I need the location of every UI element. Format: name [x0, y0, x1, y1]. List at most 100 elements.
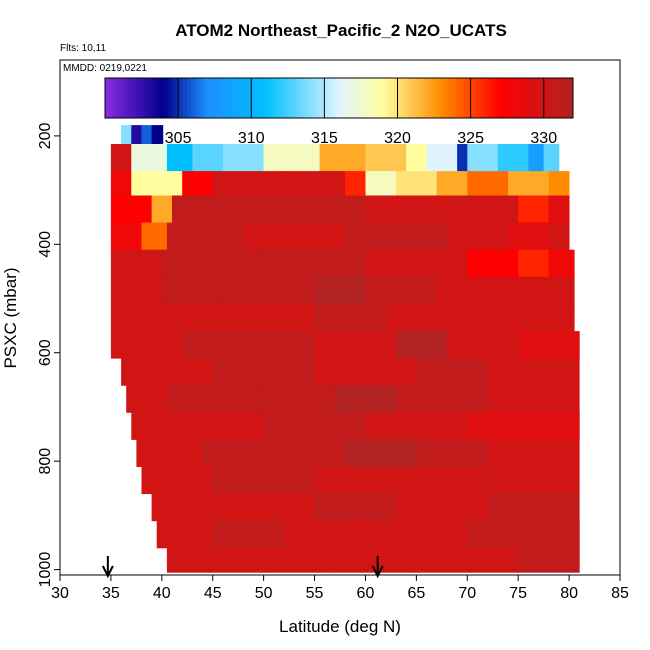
- heat-cell-14-0: [151, 493, 224, 522]
- colorbar-swatch: [463, 78, 469, 118]
- colorbar-swatch: [206, 78, 211, 118]
- heat-cell-14-3: [396, 493, 488, 522]
- heat-cell-2-6: [365, 171, 397, 196]
- heat-cell-7-3: [385, 303, 468, 332]
- heat-cell-9-2: [314, 358, 417, 386]
- y-tick-label: 600: [37, 339, 54, 366]
- heat-cell-2-7: [396, 171, 438, 196]
- colorbar-swatch: [108, 78, 114, 118]
- heat-cell-12-3: [345, 439, 417, 467]
- x-tick-label: 40: [153, 585, 171, 602]
- colorbar-swatch: [522, 78, 527, 118]
- colorbar-swatch: [128, 78, 133, 118]
- colorbar-swatch: [432, 78, 437, 118]
- colorbar-swatch: [526, 78, 531, 118]
- heat-cell-1-13: [528, 144, 545, 172]
- colorbar-swatch: [444, 78, 449, 118]
- colorbar-swatch: [417, 78, 422, 118]
- heat-cell-1-2: [166, 144, 193, 172]
- heat-cell-12-2: [284, 439, 346, 467]
- x-tick-label: 55: [306, 585, 324, 602]
- y-tick-label: 200: [37, 122, 54, 149]
- colorbar-swatch: [350, 78, 356, 118]
- colorbar-swatch: [440, 78, 445, 118]
- heat-cell-4-4: [345, 222, 448, 251]
- colorbar-swatch: [409, 78, 414, 118]
- colorbar-swatch: [179, 78, 184, 118]
- heat-cell-0-0: [121, 125, 132, 145]
- colorbar-swatch: [530, 78, 535, 118]
- heat-cell-3-1: [151, 195, 173, 223]
- colorbar-swatch: [331, 78, 336, 118]
- heat-cell-9-1: [212, 358, 315, 386]
- colorbar-swatch: [436, 78, 441, 118]
- x-tick-label: 75: [509, 585, 527, 602]
- heat-cell-10-4: [396, 385, 488, 413]
- x-tick-label: 35: [102, 585, 120, 602]
- heat-cell-1-9: [426, 144, 458, 172]
- colorbar-tick-label: 330: [530, 130, 557, 147]
- heat-cell-10-1: [166, 385, 264, 413]
- flights-label: Flts: 10,11: [60, 43, 106, 54]
- heat-cell-13-1: [212, 466, 315, 495]
- colorbar-swatch: [479, 78, 484, 118]
- colorbar-swatch: [276, 78, 281, 118]
- colorbar-swatch: [510, 78, 515, 118]
- heat-cell-0-1: [131, 125, 142, 145]
- colorbar-swatch: [253, 78, 258, 118]
- colorbar-swatch: [381, 78, 387, 118]
- heatmap-cells: [110, 125, 580, 573]
- x-axis-label: Latitude (deg N): [279, 617, 401, 636]
- colorbar-swatch: [428, 78, 434, 118]
- heat-cell-2-1: [131, 171, 183, 196]
- colorbar-swatch: [311, 78, 317, 118]
- heat-cell-6-1: [161, 276, 224, 305]
- colorbar-swatch: [183, 78, 188, 118]
- heat-cell-11-0: [131, 412, 173, 440]
- colorbar-swatch: [171, 78, 176, 118]
- heat-cell-16-4: [518, 547, 580, 573]
- heat-cell-1-12: [497, 144, 529, 172]
- colorbar-swatch: [534, 78, 539, 118]
- heat-cell-4-3: [243, 222, 346, 251]
- flight-arrow-head: [101, 565, 114, 579]
- colorbar-swatch: [452, 78, 457, 118]
- colorbar-swatch: [366, 78, 371, 118]
- heat-cell-8-5: [518, 331, 580, 359]
- colorbar-swatch: [483, 78, 488, 118]
- x-tick-label: 50: [255, 585, 273, 602]
- heat-cell-3-2: [172, 195, 264, 223]
- colorbar-tick-label: 305: [165, 130, 192, 147]
- colorbar-swatch: [210, 78, 215, 118]
- heat-cell-14-4: [487, 493, 580, 522]
- heat-cell-11-4: [467, 412, 580, 440]
- colorbar-swatch: [362, 78, 367, 118]
- colorbar-swatch: [537, 78, 543, 118]
- colorbar-swatch: [342, 78, 348, 118]
- colorbar-swatch: [155, 78, 161, 118]
- colorbar-swatch: [245, 78, 250, 118]
- heat-cell-5-3: [365, 249, 468, 278]
- colorbar-swatch: [549, 78, 554, 118]
- heat-cell-5-6: [548, 249, 575, 278]
- heat-cell-9-3: [416, 358, 489, 386]
- colorbar-swatch: [140, 78, 145, 118]
- colorbar-swatch: [545, 78, 551, 118]
- heat-cell-5-4: [467, 249, 519, 278]
- heat-cell-2-5: [345, 171, 366, 196]
- colorbar-swatch: [225, 78, 231, 118]
- heat-cell-15-0: [156, 520, 214, 549]
- heat-cell-8-3: [396, 331, 448, 359]
- colorbar-tick-label: 315: [311, 130, 338, 147]
- colorbar-swatch: [280, 78, 285, 118]
- heat-cell-6-5: [436, 276, 509, 305]
- colorbar-swatch: [186, 78, 192, 118]
- heat-cell-7-1: [212, 303, 315, 332]
- heat-cell-1-5: [263, 144, 320, 172]
- colorbar-swatch: [327, 78, 332, 118]
- colorbar-swatch: [358, 78, 363, 118]
- colorbar-swatch: [569, 78, 574, 118]
- heat-cell-12-4: [416, 439, 489, 467]
- colorbar-swatch: [151, 78, 157, 118]
- heat-cell-5-5: [518, 249, 550, 278]
